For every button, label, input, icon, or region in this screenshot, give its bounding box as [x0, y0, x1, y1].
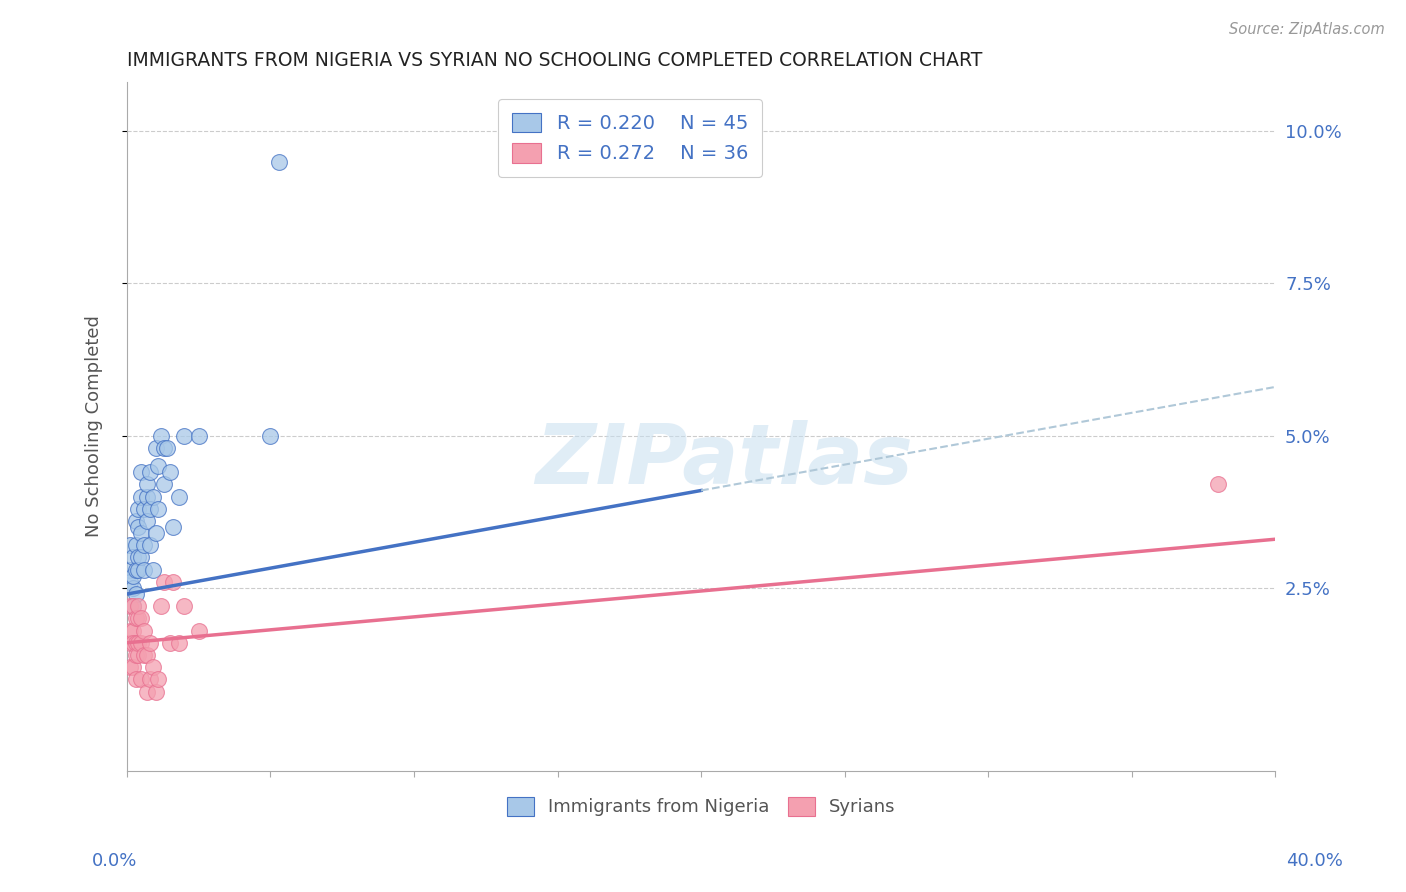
- Point: [159, 636, 181, 650]
- Point: [136, 684, 159, 698]
- Point: [127, 648, 149, 662]
- Point: [145, 684, 167, 698]
- Point: [1206, 477, 1229, 491]
- Point: [127, 636, 149, 650]
- Point: [118, 599, 141, 614]
- Point: [124, 673, 146, 687]
- Point: [124, 636, 146, 650]
- Point: [129, 490, 152, 504]
- Point: [136, 648, 159, 662]
- Point: [145, 441, 167, 455]
- Legend: Immigrants from Nigeria, Syrians: Immigrants from Nigeria, Syrians: [499, 789, 903, 823]
- Point: [173, 599, 195, 614]
- Point: [121, 599, 143, 614]
- Point: [145, 526, 167, 541]
- Point: [142, 660, 165, 674]
- Point: [124, 587, 146, 601]
- Point: [121, 581, 143, 595]
- Point: [142, 563, 165, 577]
- Point: [134, 648, 156, 662]
- Point: [129, 550, 152, 565]
- Point: [136, 490, 159, 504]
- Point: [129, 465, 152, 479]
- Point: [150, 428, 173, 442]
- Point: [129, 526, 152, 541]
- Point: [136, 514, 159, 528]
- Point: [118, 660, 141, 674]
- Point: [139, 673, 162, 687]
- Text: ZIPatlas: ZIPatlas: [536, 420, 912, 501]
- Point: [156, 441, 179, 455]
- Point: [139, 538, 162, 552]
- Text: IMMIGRANTS FROM NIGERIA VS SYRIAN NO SCHOOLING COMPLETED CORRELATION CHART: IMMIGRANTS FROM NIGERIA VS SYRIAN NO SCH…: [127, 51, 983, 70]
- Point: [127, 550, 149, 565]
- Point: [124, 611, 146, 625]
- Point: [121, 624, 143, 638]
- Point: [118, 624, 141, 638]
- Point: [150, 599, 173, 614]
- Point: [139, 636, 162, 650]
- Point: [167, 490, 190, 504]
- Point: [121, 636, 143, 650]
- Point: [153, 574, 176, 589]
- Y-axis label: No Schooling Completed: No Schooling Completed: [86, 316, 103, 538]
- Point: [136, 477, 159, 491]
- Text: Source: ZipAtlas.com: Source: ZipAtlas.com: [1229, 22, 1385, 37]
- Point: [124, 648, 146, 662]
- Point: [167, 636, 190, 650]
- Point: [127, 563, 149, 577]
- Point: [124, 538, 146, 552]
- Point: [259, 428, 281, 442]
- Point: [139, 465, 162, 479]
- Point: [162, 520, 184, 534]
- Point: [134, 624, 156, 638]
- Point: [159, 465, 181, 479]
- Point: [124, 514, 146, 528]
- Point: [127, 611, 149, 625]
- Point: [121, 599, 143, 614]
- Point: [121, 568, 143, 582]
- Point: [121, 660, 143, 674]
- Point: [127, 520, 149, 534]
- Point: [148, 673, 170, 687]
- Point: [267, 154, 290, 169]
- Text: 0.0%: 0.0%: [91, 852, 136, 870]
- Point: [139, 501, 162, 516]
- Point: [173, 428, 195, 442]
- Point: [129, 611, 152, 625]
- Text: 40.0%: 40.0%: [1286, 852, 1343, 870]
- Point: [129, 673, 152, 687]
- Point: [118, 574, 141, 589]
- Point: [134, 538, 156, 552]
- Point: [134, 501, 156, 516]
- Point: [187, 428, 209, 442]
- Point: [127, 599, 149, 614]
- Point: [121, 550, 143, 565]
- Point: [187, 624, 209, 638]
- Point: [148, 459, 170, 474]
- Point: [127, 501, 149, 516]
- Point: [162, 574, 184, 589]
- Point: [153, 441, 176, 455]
- Point: [118, 563, 141, 577]
- Point: [118, 538, 141, 552]
- Point: [124, 563, 146, 577]
- Point: [142, 490, 165, 504]
- Point: [134, 563, 156, 577]
- Point: [153, 477, 176, 491]
- Point: [129, 636, 152, 650]
- Point: [118, 636, 141, 650]
- Point: [148, 501, 170, 516]
